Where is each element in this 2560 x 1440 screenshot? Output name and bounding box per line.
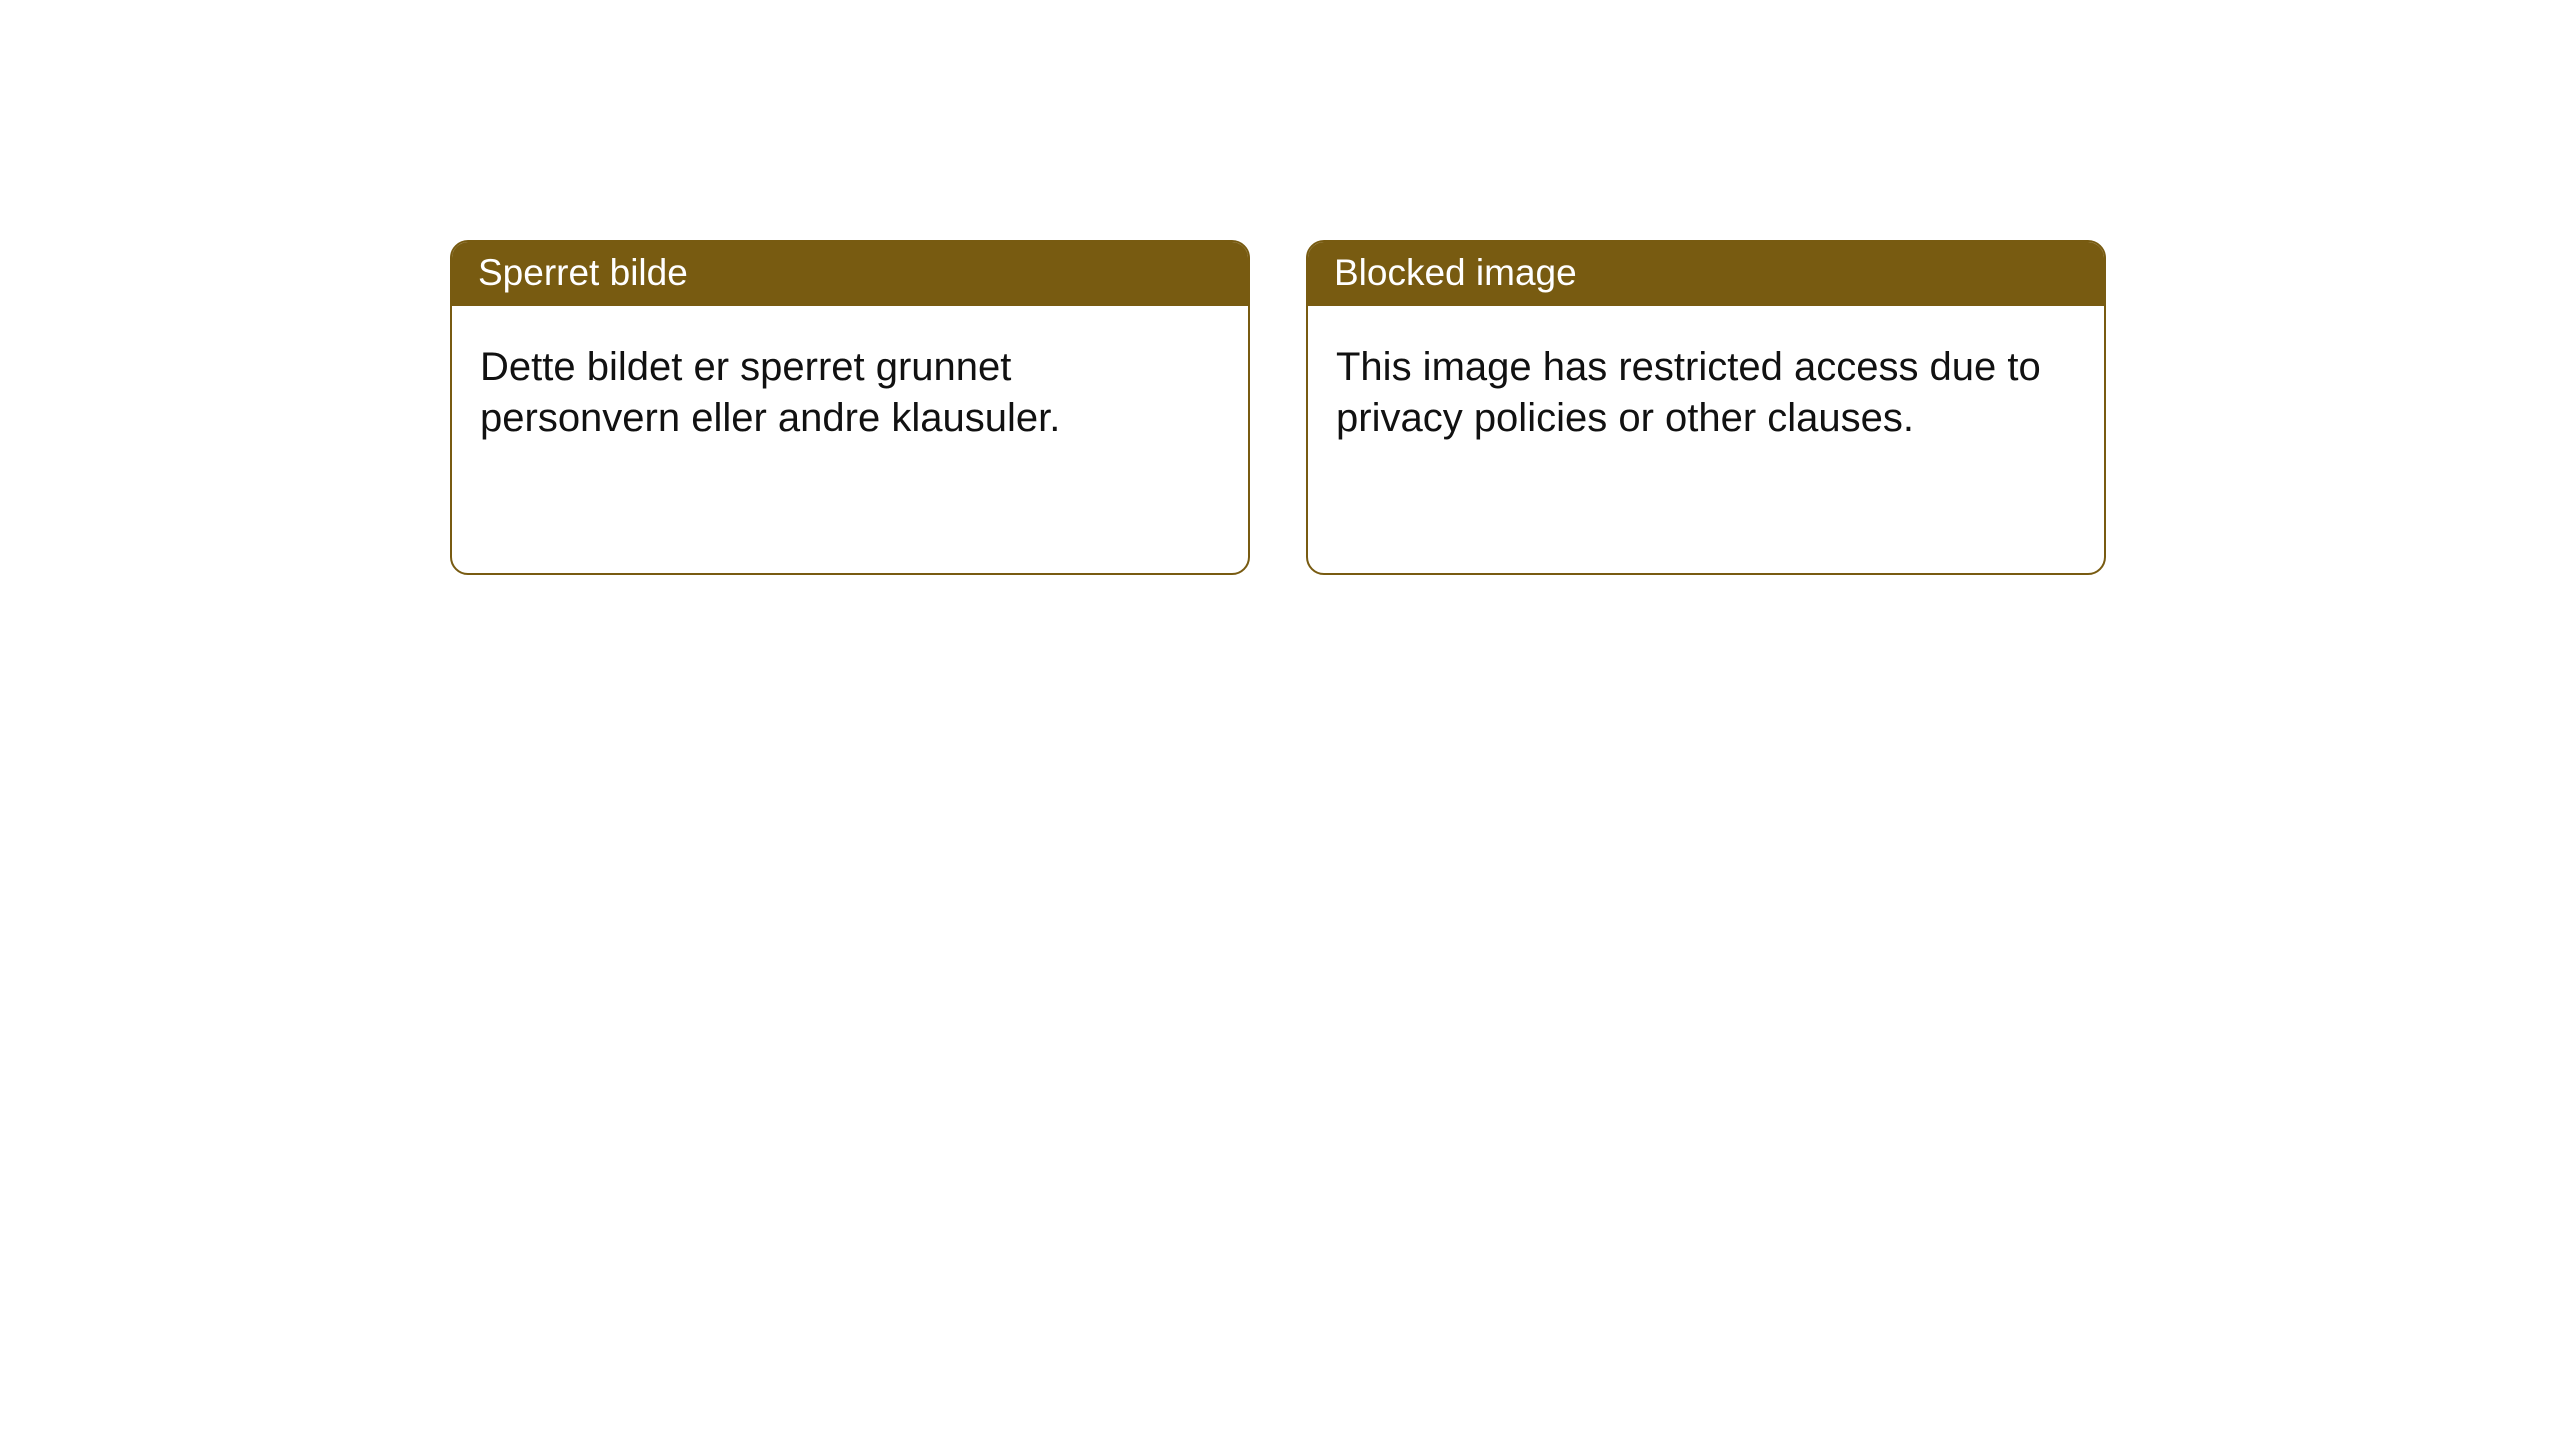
card-body: Dette bildet er sperret grunnet personve…: [452, 306, 1248, 470]
notice-cards-row: Sperret bilde Dette bildet er sperret gr…: [0, 0, 2560, 575]
card-header: Sperret bilde: [452, 242, 1248, 306]
card-body: This image has restricted access due to …: [1308, 306, 2104, 470]
notice-card-norwegian: Sperret bilde Dette bildet er sperret gr…: [450, 240, 1250, 575]
card-header: Blocked image: [1308, 242, 2104, 306]
notice-card-english: Blocked image This image has restricted …: [1306, 240, 2106, 575]
